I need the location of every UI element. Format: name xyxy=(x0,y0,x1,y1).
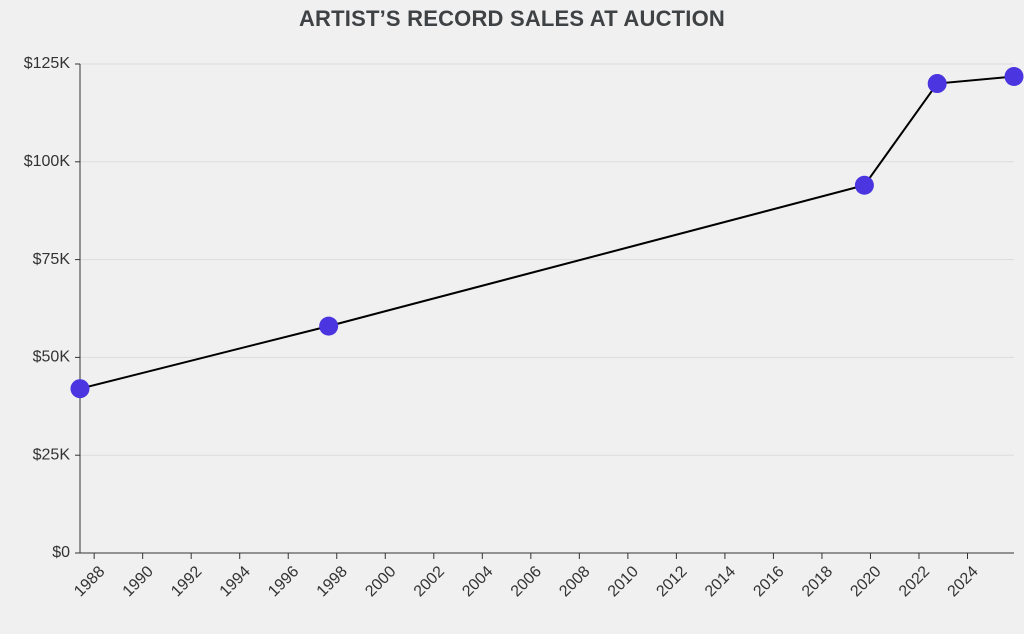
x-tick-label: 2014 xyxy=(702,563,739,600)
series xyxy=(70,67,1024,399)
x-tick-label: 2024 xyxy=(944,563,981,600)
x-tick-label: 1996 xyxy=(265,563,302,600)
x-tick-label: 2022 xyxy=(896,563,933,600)
grid-lines xyxy=(80,63,1014,456)
x-tick-label: 1990 xyxy=(120,563,157,600)
x-tick-label: 1994 xyxy=(217,563,254,600)
x-tick-label: 2006 xyxy=(508,563,545,600)
x-tick-label: 1992 xyxy=(168,563,205,600)
x-tick-label: 2012 xyxy=(653,563,690,600)
chart-title: ARTIST’S RECORD SALES AT AUCTION xyxy=(298,6,726,31)
y-tick-label: $100K xyxy=(24,153,71,170)
data-point xyxy=(927,74,947,94)
data-point xyxy=(70,379,90,399)
y-tick-label: $0 xyxy=(52,544,70,561)
x-tick-label: 2010 xyxy=(605,563,642,600)
y-tick-label: $75K xyxy=(33,251,71,268)
data-point xyxy=(1004,67,1024,87)
x-tick-label: 2004 xyxy=(459,563,496,600)
x-tick-label: 2018 xyxy=(799,563,836,600)
data-point xyxy=(319,316,339,336)
x-tick-label: 2020 xyxy=(847,563,884,600)
x-tick-label: 2002 xyxy=(411,563,448,600)
y-tick-label: $25K xyxy=(33,446,71,463)
x-tick-label: 1998 xyxy=(314,563,351,600)
x-tick-label: 2016 xyxy=(750,563,787,600)
series-line xyxy=(79,75,1015,390)
axes: $0 $25K $50K $75K $100K $125K 1988 1990 1992 1994… xyxy=(24,55,1014,600)
x-tick-label: 2008 xyxy=(556,563,593,600)
y-tick-label: $50K xyxy=(33,349,71,366)
x-tick-label: 2000 xyxy=(362,563,399,600)
x-tick-label: 1988 xyxy=(71,563,108,600)
data-point xyxy=(854,175,874,195)
y-tick-label: $125K xyxy=(24,55,71,72)
